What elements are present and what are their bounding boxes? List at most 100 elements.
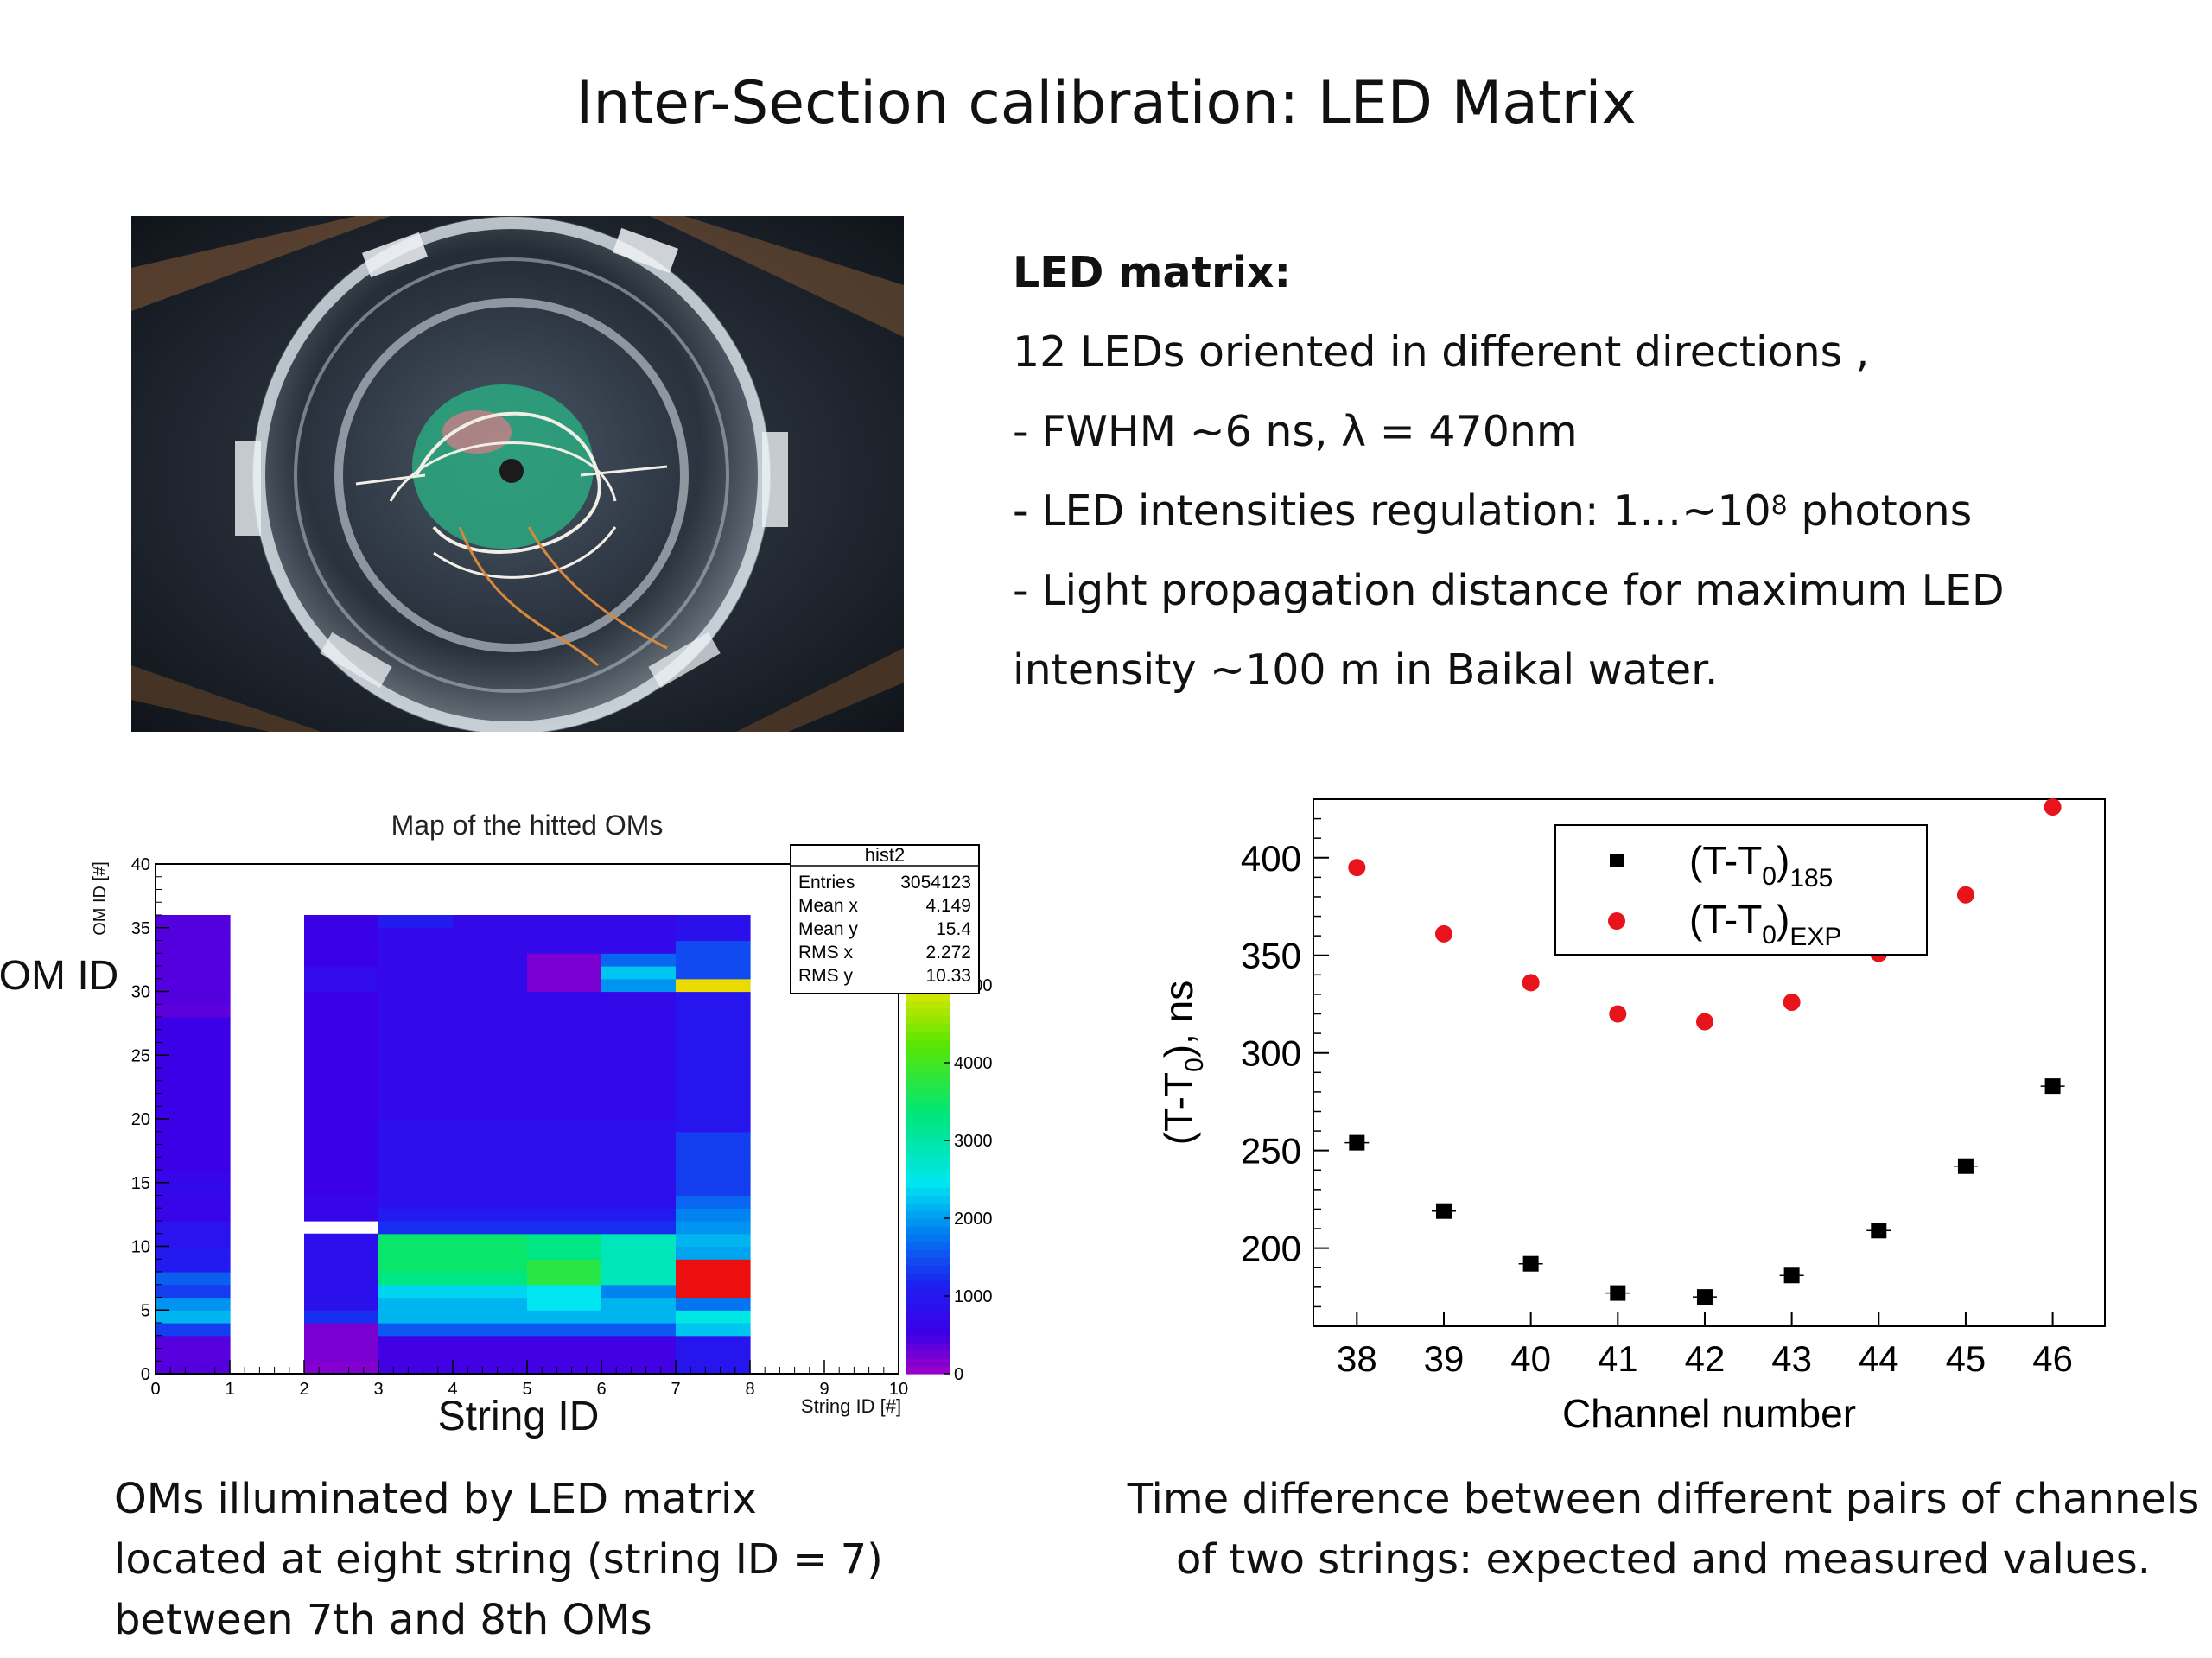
heatmap-cell <box>453 927 528 942</box>
heatmap-cell <box>527 1310 602 1324</box>
stats-title: hist2 <box>865 844 905 866</box>
scatter-y-tick-label: 250 <box>1241 1131 1301 1172</box>
heatmap-cell <box>156 978 231 993</box>
colorbar-segment <box>906 1117 950 1126</box>
scatter-point-exp <box>1434 924 1452 943</box>
heatmap-cell <box>601 1221 677 1235</box>
colorbar-segment <box>906 1172 950 1180</box>
heatmap-cell <box>378 1068 454 1082</box>
heatmap-cell <box>676 1284 751 1299</box>
heatmap-cell <box>156 1131 231 1146</box>
heatmap-cell <box>453 1272 528 1286</box>
heatmap-cell <box>156 1335 231 1350</box>
heatmap-cell <box>601 1055 677 1069</box>
right-caption: Time difference between different pairs … <box>1115 1469 2212 1590</box>
heatmap-cell <box>378 1093 454 1107</box>
om-hit-map-chart: Map of the hitted OMs 010002000300040005… <box>0 810 993 1439</box>
heatmap-cell <box>453 1233 528 1248</box>
scatter-x-tick-label: 43 <box>1771 1338 1812 1379</box>
heatmap-cell <box>156 1310 231 1324</box>
heatmap-cell <box>304 915 379 929</box>
heatmap-cell <box>527 1131 602 1146</box>
heatmap-cell <box>527 1259 602 1273</box>
heatmap-cell <box>156 1068 231 1082</box>
colorbar-segment <box>906 1242 950 1250</box>
heatmap-cell <box>527 1055 602 1069</box>
heatmap-cell <box>527 978 602 993</box>
heatmap-cell <box>527 1272 602 1286</box>
heatmap-cell <box>304 1233 379 1248</box>
heatmap-cell <box>378 1297 454 1311</box>
stats-label: RMS x <box>798 943 854 962</box>
heatmap-cells <box>156 915 751 1375</box>
heatmap-cell <box>676 1093 751 1107</box>
right-caption-line-1: Time difference between different pairs … <box>1127 1475 2200 1523</box>
heatmap-y-tick-label: 5 <box>141 1301 150 1320</box>
heatmap-cell <box>527 1119 602 1133</box>
heatmap-cell <box>304 1297 379 1311</box>
colorbar-segment <box>906 1148 950 1157</box>
heatmap-cell <box>676 1170 751 1184</box>
heatmap-cell <box>304 1348 379 1362</box>
line3-superscript: 8 <box>1770 491 1788 521</box>
colorbar-segment <box>906 1265 950 1274</box>
heatmap-cell <box>527 927 602 942</box>
heatmap-cell <box>601 1157 677 1171</box>
stats-label: Mean x <box>798 896 858 916</box>
colorbar-segment <box>906 1016 950 1025</box>
heatmap-x-tick-label: 5 <box>522 1380 531 1399</box>
heatmap-cell <box>453 1157 528 1171</box>
scatter-x-tick-label: 38 <box>1337 1338 1377 1379</box>
led-matrix-photo <box>131 216 904 732</box>
heatmap-cell <box>676 1042 751 1056</box>
heatmap-cell <box>156 1080 231 1095</box>
heatmap-cell <box>676 1119 751 1133</box>
heatmap-cell <box>601 1208 677 1222</box>
heatmap-y-tick-label: 40 <box>131 855 150 874</box>
heatmap-cell <box>378 1042 454 1056</box>
heatmap-cell <box>601 1042 677 1056</box>
heatmap-cell <box>378 1182 454 1197</box>
stats-value: 2.272 <box>925 943 971 962</box>
heatmap-cell <box>378 1208 454 1222</box>
heatmap-cell <box>453 1131 528 1146</box>
heatmap-cell <box>156 1182 231 1197</box>
heatmap-x-tick-label: 10 <box>889 1380 908 1399</box>
heatmap-cell <box>156 1297 231 1311</box>
heatmap-cell <box>676 1017 751 1031</box>
colorbar-segment <box>906 1179 950 1188</box>
heatmap-cell <box>527 1157 602 1171</box>
heatmap-cell <box>453 1170 528 1184</box>
heatmap-cell <box>378 1323 454 1337</box>
heatmap-cell <box>304 1080 379 1095</box>
colorbar-segment <box>906 1210 950 1219</box>
heatmap-cell <box>156 1042 231 1056</box>
heatmap-x-tick-label: 3 <box>373 1380 383 1399</box>
scatter-point-185 <box>1696 1289 1713 1305</box>
heatmap-x-tick-label: 7 <box>671 1380 680 1399</box>
heatmap-cell <box>304 1042 379 1056</box>
heatmap-cell <box>156 915 231 929</box>
heatmap-cell <box>527 991 602 1005</box>
heatmap-cell <box>676 1068 751 1082</box>
heatmap-y-tick-label: 25 <box>131 1046 150 1065</box>
heatmap-cell <box>378 1221 454 1235</box>
line3-suffix: photons <box>1787 486 1973 536</box>
colorbar-segment <box>906 1140 950 1149</box>
colorbar-segment <box>906 1156 950 1165</box>
heatmap-cell <box>676 1055 751 1069</box>
heatmap-cell <box>156 1233 231 1248</box>
scatter-x-tick-label: 41 <box>1598 1338 1638 1379</box>
heatmap-cell <box>156 940 231 954</box>
heatmap-cell <box>378 1233 454 1248</box>
heatmap-cell <box>527 1004 602 1018</box>
stats-label: Entries <box>798 873 855 893</box>
heatmap-cell <box>527 1182 602 1197</box>
heatmap-cell <box>601 1182 677 1197</box>
heatmap-cell <box>453 978 528 993</box>
scatter-x-tick-label: 44 <box>1859 1338 1899 1379</box>
heatmap-cell <box>527 1361 602 1375</box>
heatmap-cell <box>304 1144 379 1158</box>
heatmap-x-tick-label: 4 <box>448 1380 457 1399</box>
heatmap-cell <box>601 1310 677 1324</box>
